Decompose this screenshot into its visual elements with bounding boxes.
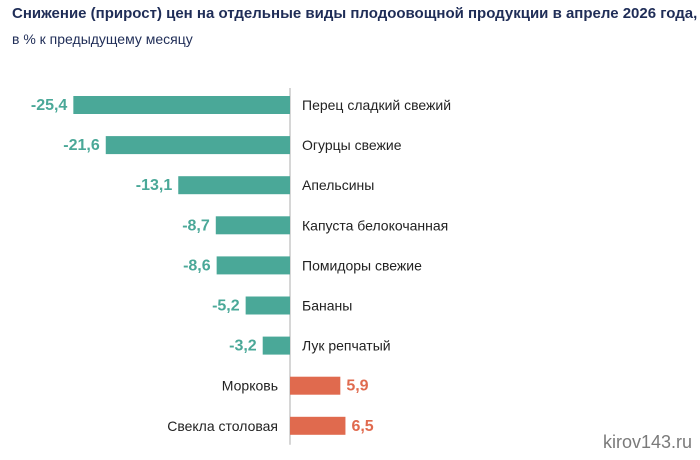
value-label-6: -3,2 [229, 338, 257, 355]
bar-8 [290, 416, 346, 435]
category-label-3: Капуста белокочанная [302, 217, 448, 233]
value-label-2: -13,1 [136, 177, 173, 194]
bar-4 [216, 256, 290, 275]
bar-6 [262, 336, 290, 355]
category-label-4: Помидоры свежие [302, 257, 422, 273]
bar-1 [105, 136, 290, 155]
value-label-4: -8,6 [183, 257, 211, 274]
bar-5 [245, 296, 290, 315]
bar-7 [290, 376, 341, 395]
value-label-8: 6,5 [351, 418, 373, 435]
value-label-5: -5,2 [212, 298, 240, 315]
value-label-0: -25,4 [31, 97, 68, 114]
chart-subtitle: в % к предыдущему месяцу [12, 31, 193, 47]
category-label-7: Морковь [222, 378, 278, 394]
category-label-0: Перец сладкий свежий [302, 97, 451, 113]
value-label-3: -8,7 [182, 217, 210, 234]
bar-3 [215, 216, 290, 235]
category-label-2: Апельсины [302, 177, 374, 193]
watermark: kirov143.ru [602, 432, 692, 452]
chart-title: Снижение (прирост) цен на отдельные виды… [12, 5, 698, 22]
bar-2 [178, 176, 290, 195]
value-label-7: 5,9 [346, 378, 368, 395]
category-label-5: Бананы [302, 298, 352, 314]
category-label-1: Огурцы свежие [302, 137, 402, 153]
bar-0 [73, 96, 290, 114]
category-label-8: Свекла столовая [167, 418, 278, 434]
category-label-6: Лук репчатый [302, 338, 391, 354]
value-label-1: -21,6 [63, 137, 100, 154]
